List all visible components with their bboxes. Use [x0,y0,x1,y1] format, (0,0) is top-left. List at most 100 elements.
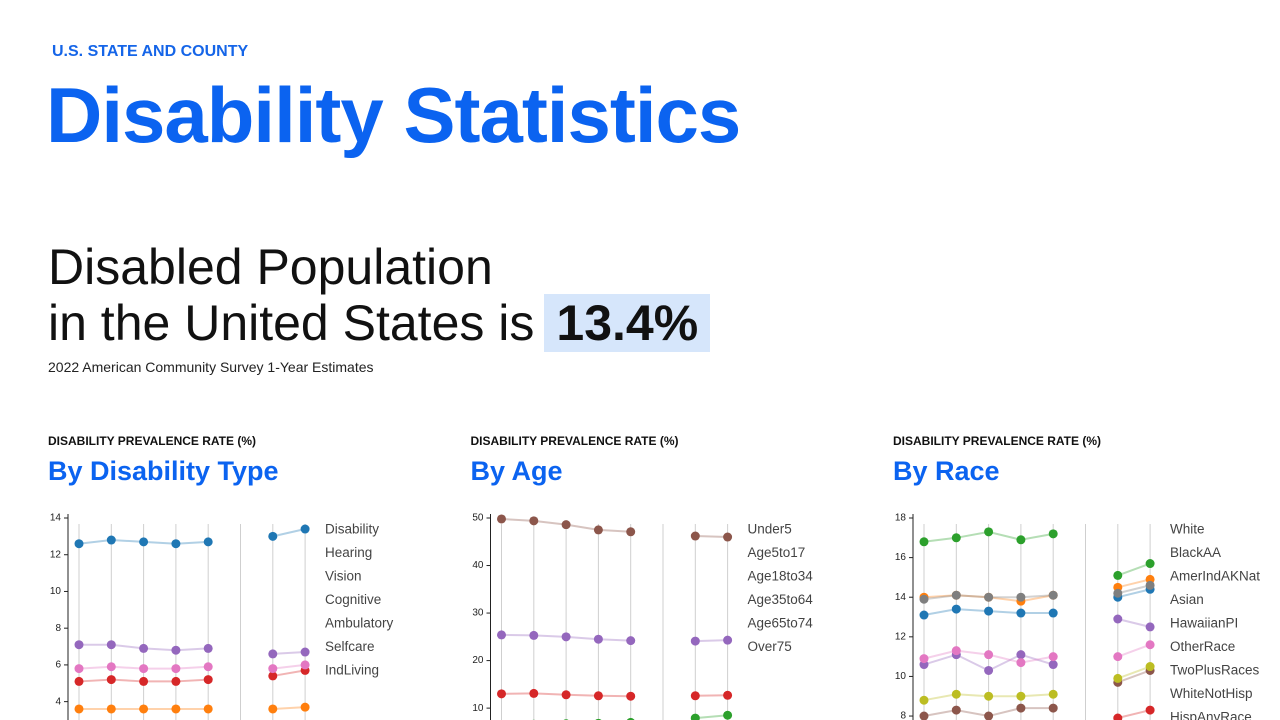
legend-entry: Age18to34 [748,569,814,584]
point [919,695,929,705]
point [74,539,84,549]
point [984,592,994,602]
series-line [1117,709,1151,719]
point [1145,640,1155,650]
point [300,702,310,712]
point [1016,592,1026,602]
chart: 4 6 8 10 12 14 Disability Hearing Vision Cognitiv… [50,513,394,720]
point [1048,652,1058,662]
legend-entry: TwoPlusRaces [1170,663,1260,678]
series-line [272,651,306,655]
legend-entry: OtherRace [1170,639,1235,654]
point [497,630,506,640]
legend-entry: Selfcare [325,639,375,654]
page-title: Disability Statistics [46,71,741,159]
point [1016,691,1026,701]
point [1048,608,1058,618]
point [951,533,961,543]
point [106,640,116,650]
point [203,643,213,653]
point [203,704,213,714]
point [1016,658,1026,668]
y-tick-label: 4 [55,696,61,707]
chart: 10 20 30 40 50 Under5 Age5to17 Age18to34 Age35to… [472,513,813,720]
point [497,514,506,524]
point [106,675,116,685]
point [74,664,84,674]
point [1113,588,1123,598]
legend-entry: Ambulatory [325,616,394,631]
y-tick-label: 12 [895,631,907,642]
point [74,676,84,686]
point [690,531,700,541]
series-line [695,639,728,643]
chart-title: By Race [893,456,1000,486]
y-tick-label: 18 [895,513,907,524]
kicker: U.S. STATE AND COUNTY [52,43,249,60]
point [529,516,539,526]
source-note: 2022 American Community Survey 1-Year Es… [48,359,374,375]
y-tick-label: 16 [895,552,907,563]
series-line [1117,618,1151,628]
chart-subtitle: DISABILITY PREVALENCE RATE (%) [893,434,1102,448]
legend-entry: Age35to64 [748,592,814,607]
point [1048,660,1058,670]
legend-entry: BlackAA [1170,545,1221,560]
point [268,671,278,681]
headline-rate: 13.4% [544,294,711,352]
point [690,636,700,646]
y-tick-label: 14 [50,513,62,524]
point [139,537,149,547]
point [984,606,994,616]
series-line [272,663,306,670]
point [984,665,994,675]
headline: Disabled Population [48,239,493,295]
point [984,691,994,701]
point [1145,622,1155,632]
point [593,525,603,535]
legend-entry: White [1170,522,1205,537]
point [1113,713,1123,720]
point [626,691,636,701]
legend-entry: Hearing [325,545,372,560]
y-tick-label: 10 [895,671,907,682]
point [139,643,149,653]
point [1145,705,1155,715]
point [561,690,571,700]
point [106,704,116,714]
point [1016,535,1026,545]
y-tick-label: 20 [472,655,484,666]
headline-text: in the United States is [48,295,535,351]
point [268,704,278,714]
point [1113,673,1123,683]
legend-entry: HawaiianPI [1170,616,1238,631]
point [139,704,149,714]
point [1048,529,1058,539]
point [919,537,929,547]
point [593,634,603,644]
legend-entry: Vision [325,569,362,584]
point [268,664,278,674]
point [561,632,571,642]
point [984,650,994,660]
point [106,535,116,545]
point [951,689,961,699]
point [1016,650,1026,660]
chart-subtitle: DISABILITY PREVALENCE RATE (%) [48,434,257,448]
legend-entry: HispAnyRace [1170,710,1252,720]
point [919,610,929,620]
y-tick-label: 8 [900,711,906,720]
point [171,539,181,549]
point [984,711,994,720]
point [1113,614,1123,624]
point [951,705,961,715]
point [626,717,635,720]
point [1113,652,1123,662]
legend-entry: Disability [325,522,379,537]
series-line [1117,643,1151,658]
point [268,531,278,541]
point [529,688,539,698]
series-line [1117,578,1151,589]
point [74,640,84,650]
